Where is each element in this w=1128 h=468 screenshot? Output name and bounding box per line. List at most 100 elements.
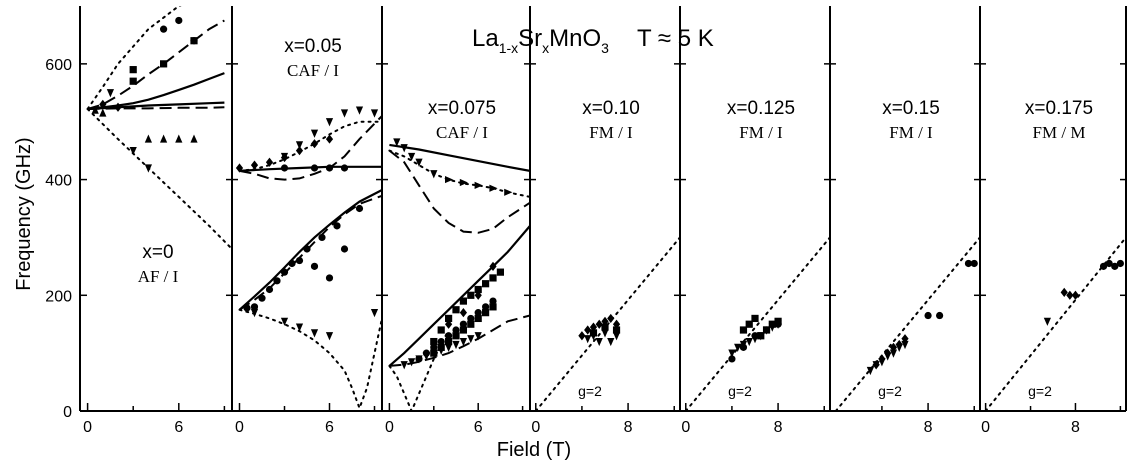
marker-diamond xyxy=(250,160,259,170)
marker-tri-down xyxy=(415,355,423,364)
x-tick-label: 6 xyxy=(325,419,334,436)
marker-diamond xyxy=(872,360,880,370)
marker-diamond xyxy=(1071,290,1080,300)
curve-dotted xyxy=(238,308,382,411)
y-axis-title: Frequency (GHz) xyxy=(13,137,35,290)
marker-tri-right xyxy=(445,175,454,184)
marker-tri-right xyxy=(504,188,513,196)
marker-circle xyxy=(459,320,467,328)
phase-label: CAF / I xyxy=(287,61,339,80)
marker-square xyxy=(430,337,438,346)
x-tick-label: 0 xyxy=(681,419,690,436)
marker-circle xyxy=(295,256,304,265)
panel-1: 0 6 x=0 AF / I xyxy=(79,6,232,436)
y-tick-label: 200 xyxy=(45,288,72,305)
marker-square xyxy=(445,314,453,323)
marker-square xyxy=(757,332,765,340)
marker-circle xyxy=(258,294,266,302)
marker-diamond xyxy=(489,261,497,271)
marker-tri-down xyxy=(430,349,438,358)
marker-tri-up xyxy=(175,134,183,143)
marker-diamond xyxy=(1066,290,1074,300)
marker-circle xyxy=(1111,262,1119,270)
marker-diamond xyxy=(265,157,274,167)
marker-circle xyxy=(310,262,319,270)
marker-tri-down xyxy=(106,89,114,98)
marker-tri-down xyxy=(1043,317,1051,326)
phase-label: FM / I xyxy=(589,123,633,142)
marker-tri-down xyxy=(408,358,416,367)
marker-circle xyxy=(303,245,311,253)
panel-label: x=0 xyxy=(142,242,173,263)
marker-diamond xyxy=(901,334,909,344)
marker-square xyxy=(474,314,482,323)
x-tick-label: 0 xyxy=(385,419,394,436)
curve-dashed xyxy=(238,194,382,311)
marker-tri-down xyxy=(866,366,874,376)
marker-square xyxy=(445,337,453,346)
marker-circle xyxy=(288,259,296,268)
marker-circle xyxy=(452,326,460,334)
panels-group: 0 200 400 600 0 6 x=0 AF / I 0 6 x=0.05 CAF / I 0 6 x=… xyxy=(45,6,1127,436)
x-tick-label: 6 xyxy=(174,419,183,436)
marker-tri-down xyxy=(889,349,898,358)
marker-circle xyxy=(340,164,349,172)
marker-square xyxy=(452,306,460,314)
marker-tri-down xyxy=(370,109,379,118)
marker-circle xyxy=(430,343,438,351)
g-factor-label: g=2 xyxy=(878,383,902,399)
marker-tri-down xyxy=(459,337,467,347)
curve-dotted xyxy=(984,236,1126,411)
marker-circle xyxy=(265,285,274,294)
marker-tri-down xyxy=(601,329,609,338)
marker-diamond xyxy=(99,99,107,109)
marker-diamond xyxy=(295,146,304,156)
marker-circle xyxy=(474,309,482,317)
marker-square xyxy=(190,37,198,45)
marker-tri-down xyxy=(144,164,152,173)
marker-tri-down xyxy=(355,106,364,115)
marker-circle xyxy=(325,274,334,282)
marker-tri-down xyxy=(584,335,592,344)
marker-square xyxy=(745,320,753,328)
curve-dashed xyxy=(239,115,382,181)
marker-circle xyxy=(340,245,349,253)
marker-diamond xyxy=(884,348,892,358)
marker-square xyxy=(768,320,776,328)
marker-circle xyxy=(355,204,364,213)
marker-square xyxy=(129,77,137,85)
marker-tri-down xyxy=(607,337,615,347)
curve-dotted xyxy=(684,236,830,411)
marker-tri-up xyxy=(144,134,152,143)
marker-diamond xyxy=(114,102,122,112)
marker-circle xyxy=(751,332,759,340)
x-tick-label: 0 xyxy=(981,419,990,436)
marker-circle xyxy=(445,332,453,340)
marker-tri-up xyxy=(91,105,99,114)
plot-area xyxy=(534,236,680,411)
marker-circle xyxy=(318,233,326,242)
marker-tri-down xyxy=(467,335,475,344)
marker-tri-down xyxy=(340,109,349,118)
marker-tri-down xyxy=(250,309,259,318)
panel-label: x=0.05 xyxy=(284,36,342,57)
chart-title: La1-xSrxMnO3 T ≈ 5 K xyxy=(472,25,714,56)
marker-square xyxy=(751,314,759,323)
marker-tri-down xyxy=(452,340,460,350)
marker-diamond xyxy=(895,339,903,350)
marker-tri-down xyxy=(280,152,289,162)
marker-tri-down xyxy=(612,332,621,341)
marker-tri-down xyxy=(445,343,453,352)
curve-dotted xyxy=(86,6,182,110)
marker-square xyxy=(474,285,482,294)
curve-solid xyxy=(87,72,225,111)
marker-tri-down xyxy=(437,346,445,355)
marker-circle xyxy=(1116,259,1124,268)
marker-diamond xyxy=(310,139,319,149)
marker-diamond xyxy=(878,354,886,364)
marker-diamond xyxy=(584,325,592,335)
marker-square xyxy=(467,291,475,299)
marker-circle xyxy=(250,303,259,311)
marker-tri-right xyxy=(474,181,483,189)
